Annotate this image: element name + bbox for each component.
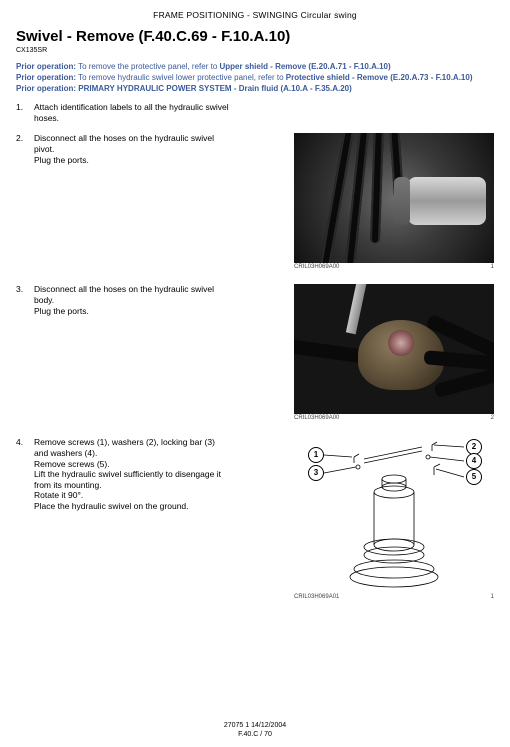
step-line: Attach identification labels to all the … [34, 102, 229, 112]
step-line: Disconnect all the hoses on the hydrauli… [34, 284, 214, 294]
figure-code: CRIL03H069A00 [294, 264, 339, 270]
figure-index: 1 [491, 264, 494, 270]
figure-index: 2 [491, 415, 494, 421]
step-line: and washers (4). [34, 448, 97, 458]
prior-op-label: Prior operation: [16, 84, 76, 93]
prior-op-text: To remove hydraulic swivel lower protect… [76, 73, 286, 82]
footer-line-2: F.40.C / 70 [0, 731, 510, 739]
page-footer: 27075 1 14/12/2004 F.40.C / 70 [0, 722, 510, 739]
step-1: 1. Attach identification labels to all t… [16, 102, 494, 123]
figure-caption: CRIL03H069A01 1 [294, 594, 494, 600]
step-text: Remove screws (1), washers (2), locking … [34, 437, 294, 511]
figure-code: CRIL03H069A01 [294, 594, 339, 600]
section-header: FRAME POSITIONING - SWINGING Circular sw… [16, 10, 494, 20]
step-3: 3. Disconnect all the hoses on the hydra… [16, 284, 494, 421]
prior-op-label: Prior operation: [16, 73, 76, 82]
step-line: from its mounting. [34, 480, 102, 490]
step-line: Plug the ports. [34, 155, 89, 165]
prior-op-text: To remove the protective panel, refer to [76, 62, 219, 71]
step-line: hoses. [34, 113, 59, 123]
figure-3: 1 2 3 4 5 [294, 437, 494, 593]
figure-1 [294, 133, 494, 263]
step-text: Attach identification labels to all the … [34, 102, 494, 123]
step-text: Disconnect all the hoses on the hydrauli… [34, 133, 294, 165]
figure-caption: CRIL03H069A00 1 [294, 264, 494, 270]
figure-1-container: CRIL03H069A00 1 [294, 133, 494, 270]
step-number: 1. [16, 102, 34, 112]
prior-op-ref: PRIMARY HYDRAULIC POWER SYSTEM - Drain f… [78, 84, 352, 93]
step-line: Remove screws (5). [34, 459, 110, 469]
step-number: 3. [16, 284, 34, 294]
step-line: Remove screws (1), washers (2), locking … [34, 437, 215, 447]
prior-op-2: Prior operation: To remove hydraulic swi… [16, 73, 494, 83]
prior-op-label: Prior operation: [16, 62, 76, 71]
prior-op-3: Prior operation: PRIMARY HYDRAULIC POWER… [16, 84, 494, 94]
prior-op-ref: Upper shield - Remove (E.20.A.71 - F.10.… [220, 62, 391, 71]
step-line: body. [34, 295, 54, 305]
figure-code: CRIL03H069A00 [294, 415, 339, 421]
step-number: 2. [16, 133, 34, 143]
footer-line-1: 27075 1 14/12/2004 [0, 722, 510, 730]
step-2: 2. Disconnect all the hoses on the hydra… [16, 133, 494, 270]
model-code: CX135SR [16, 47, 494, 54]
step-number: 4. [16, 437, 34, 447]
prior-op-1: Prior operation: To remove the protectiv… [16, 62, 494, 72]
step-line: Rotate it 90°. [34, 490, 83, 500]
step-line: Disconnect all the hoses on the hydrauli… [34, 133, 214, 143]
step-text: Disconnect all the hoses on the hydrauli… [34, 284, 294, 316]
figure-3-container: 1 2 3 4 5 CRIL03H069A01 1 [294, 437, 494, 600]
figure-index: 1 [491, 594, 494, 600]
step-line: Lift the hydraulic swivel sufficiently t… [34, 469, 221, 479]
page-title: Swivel - Remove (F.40.C.69 - F.10.A.10) [16, 28, 494, 45]
figure-2 [294, 284, 494, 414]
diagram-svg [294, 437, 494, 593]
prior-op-ref: Protective shield - Remove (E.20.A.73 - … [286, 73, 473, 82]
step-line: Plug the ports. [34, 306, 89, 316]
figure-caption: CRIL03H069A00 2 [294, 415, 494, 421]
figure-2-container: CRIL03H069A00 2 [294, 284, 494, 421]
step-4: 4. Remove screws (1), washers (2), locki… [16, 437, 494, 600]
page: FRAME POSITIONING - SWINGING Circular sw… [0, 0, 510, 747]
step-line: pivot. [34, 144, 54, 154]
step-line: Place the hydraulic swivel on the ground… [34, 501, 189, 511]
